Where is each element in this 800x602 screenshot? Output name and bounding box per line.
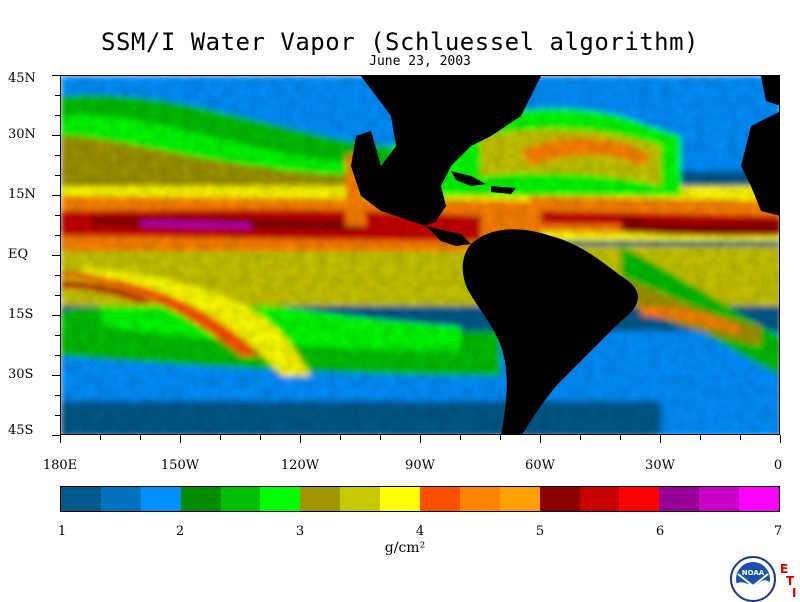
eti-mark: E T I: [780, 560, 800, 600]
color-swatch: [459, 487, 500, 511]
water-vapor-map: [60, 75, 780, 435]
lat-tick: [52, 134, 60, 136]
lat-tick: [55, 154, 60, 156]
eti-letter-i: I: [792, 586, 797, 600]
color-scale-bar: [60, 486, 780, 512]
lon-label-180e: 180E: [42, 458, 78, 473]
lon-label-90w: 90W: [405, 458, 435, 473]
lon-tick: [539, 435, 541, 443]
lon-label-150w: 150W: [160, 458, 200, 473]
lon-tick: [419, 435, 421, 443]
color-swatch: [659, 487, 700, 511]
lat-tick: [55, 234, 60, 236]
units-label: g/cm²: [384, 540, 426, 556]
color-swatch: [260, 487, 301, 511]
eti-letter-t: T: [786, 574, 795, 588]
lat-tick: [55, 174, 60, 176]
lon-tick: [659, 435, 661, 443]
color-swatch: [499, 487, 540, 511]
map-canvas: [61, 76, 779, 434]
lat-label-45s: 45S: [8, 423, 34, 438]
color-swatch: [420, 487, 460, 511]
eti-letter-e: E: [780, 562, 789, 576]
lat-tick: [52, 74, 60, 76]
colorbar-tick-label: 3: [295, 524, 305, 539]
color-swatch: [739, 487, 780, 511]
lon-tick: [299, 435, 301, 443]
map-title: SSM/I Water Vapor (Schluessel algorithm): [101, 28, 699, 56]
land-masses: [291, 76, 779, 434]
lon-tick: [99, 435, 101, 440]
lat-tick: [55, 94, 60, 96]
color-swatch: [380, 487, 421, 511]
lat-label-30s: 30S: [8, 367, 34, 382]
noaa-logo-text: NOAA: [742, 569, 765, 577]
color-swatch: [100, 487, 141, 511]
lon-tick: [779, 435, 781, 443]
colorbar-tick-label: 7: [773, 524, 783, 539]
lat-tick: [52, 314, 60, 316]
lon-label-120w: 120W: [280, 458, 320, 473]
lat-tick: [52, 254, 60, 256]
africa: [741, 112, 779, 216]
color-swatch: [180, 487, 221, 511]
lon-tick: [379, 435, 381, 440]
lon-tick: [499, 435, 501, 440]
north-america: [291, 76, 541, 226]
lat-label-eq: EQ: [8, 247, 29, 262]
lon-label-30w: 30W: [645, 458, 675, 473]
color-swatch: [61, 487, 101, 511]
lon-tick: [579, 435, 581, 440]
lon-label-0: 0: [773, 458, 783, 473]
color-swatch: [699, 487, 740, 511]
lon-tick: [459, 435, 461, 440]
lon-tick: [139, 435, 141, 440]
color-swatch: [340, 487, 381, 511]
lat-tick: [55, 394, 60, 396]
noaa-logo-icon: NOAA: [730, 556, 776, 602]
lat-tick: [55, 334, 60, 336]
lat-tick: [55, 214, 60, 216]
lat-label-15n: 15N: [8, 187, 36, 202]
lat-tick: [52, 374, 60, 376]
color-swatch: [539, 487, 580, 511]
lat-tick: [55, 414, 60, 416]
colorbar-tick-label: 6: [655, 524, 665, 539]
colorbar-tick-label: 4: [415, 524, 425, 539]
color-swatch: [619, 487, 660, 511]
map-date: June 23, 2003: [369, 54, 471, 69]
lat-tick: [55, 114, 60, 116]
color-swatch: [140, 487, 181, 511]
lon-tick: [179, 435, 181, 443]
lat-tick: [52, 434, 60, 436]
lat-tick: [55, 354, 60, 356]
lat-tick: [55, 294, 60, 296]
lat-label-45n: 45N: [8, 71, 36, 86]
lon-tick: [259, 435, 261, 440]
colorbar-tick-label: 1: [57, 524, 67, 539]
lat-tick: [52, 194, 60, 196]
color-swatch: [579, 487, 620, 511]
lon-tick: [619, 435, 621, 440]
lat-label-30n: 30N: [8, 127, 36, 142]
color-swatch: [220, 487, 261, 511]
lon-tick: [739, 435, 741, 440]
south-america: [462, 229, 638, 434]
lon-tick: [219, 435, 221, 440]
lon-label-60w: 60W: [525, 458, 555, 473]
lon-tick: [339, 435, 341, 440]
lon-tick: [699, 435, 701, 440]
lat-tick: [55, 274, 60, 276]
colorbar-tick-label: 5: [535, 524, 545, 539]
color-swatch: [300, 487, 341, 511]
lon-tick: [59, 435, 61, 443]
lat-label-15s: 15S: [8, 307, 34, 322]
colorbar-tick-label: 2: [175, 524, 185, 539]
